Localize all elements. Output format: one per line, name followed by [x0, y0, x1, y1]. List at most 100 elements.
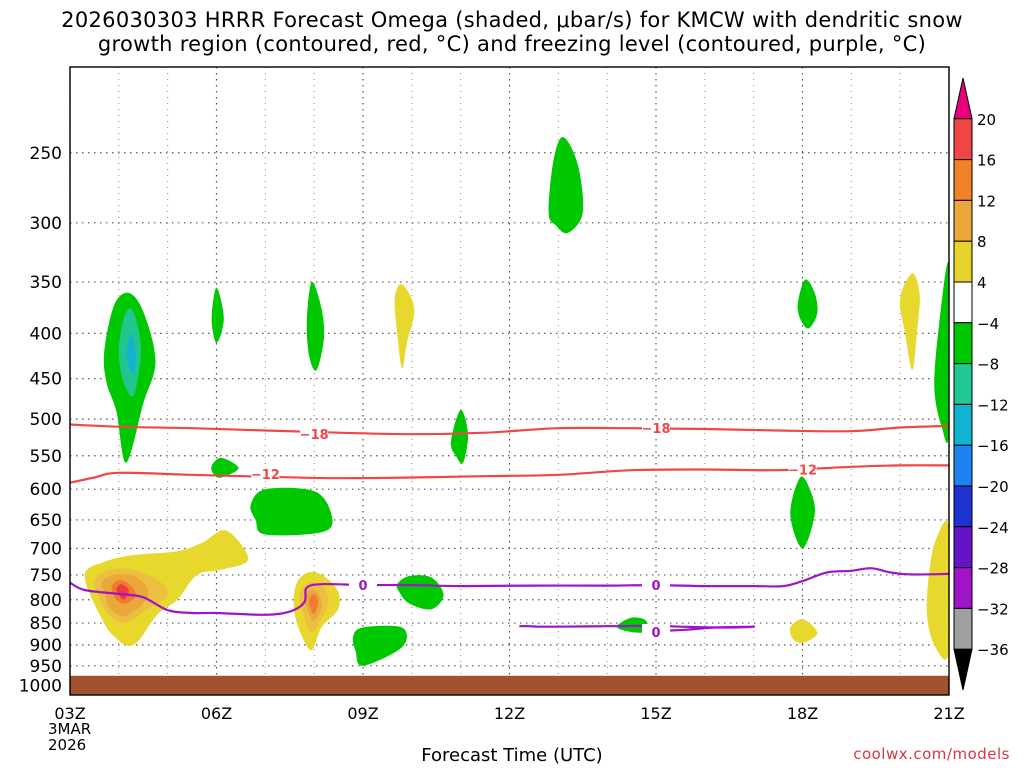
colorbar-label: 20 — [977, 111, 996, 129]
contour-label: −18 — [642, 422, 671, 437]
colorbar-label: 8 — [977, 233, 987, 251]
colorbar-label: −12 — [977, 396, 1009, 414]
contour-label-bg — [642, 577, 670, 593]
contour-label: −18 — [300, 428, 329, 443]
x-date-month: 3MAR — [48, 720, 92, 738]
ground-below-surface — [70, 675, 949, 695]
colorbar-box — [953, 118, 973, 161]
omega-region — [450, 409, 469, 464]
colorbar-box — [953, 77, 973, 120]
x-axis-labels: 03Z 06Z 09Z 12Z 15Z 18Z 21Z — [54, 704, 964, 723]
x-axis-title: Forecast Time (UTC) — [421, 745, 603, 766]
colorbar-label: 4 — [977, 274, 987, 292]
colorbar-label: −36 — [977, 641, 1009, 659]
y-axis-labels: 2503003504004505005506006507007508008509… — [19, 144, 62, 697]
colorbar-box — [953, 363, 973, 405]
contour-lines: −18 −18 −12 −12 0 0 0 — [70, 420, 949, 641]
colorbar-box — [953, 322, 973, 365]
colorbar-label: −28 — [977, 560, 1009, 578]
omega-region — [306, 281, 325, 371]
omega-region — [352, 625, 407, 666]
x-tick-label: 06Z — [201, 704, 232, 723]
contour-label-bg — [251, 466, 280, 482]
contour-label-bg — [349, 577, 377, 593]
plot-background — [70, 67, 949, 695]
y-tick-label: 500 — [30, 410, 62, 430]
contour-label: 0 — [651, 626, 660, 641]
y-tick-label: 950 — [30, 657, 62, 677]
contour-label: −12 — [251, 468, 280, 483]
x-tick-label: 15Z — [640, 704, 671, 723]
colorbar: 20 16 12 8 4 −4 −8 −12 −16 −20 −24 −28 −32 −36 — [953, 77, 1009, 691]
y-tick-label: 1000 — [19, 677, 62, 697]
omega-region — [211, 287, 224, 343]
y-tick-label: 600 — [30, 480, 62, 500]
colorbar-label: −24 — [977, 519, 1009, 537]
omega-region — [934, 261, 949, 444]
contour-line — [70, 567, 949, 616]
x-tick-label: 21Z — [933, 704, 964, 723]
x-tick-label: 12Z — [494, 704, 525, 723]
y-tick-label: 750 — [30, 566, 62, 586]
omega-region — [396, 575, 444, 610]
colorbar-box — [953, 199, 973, 242]
chart-title-line2: growth region (contoured, red, °C) and f… — [97, 32, 927, 56]
y-tick-label: 850 — [30, 614, 62, 634]
colorbar-box — [953, 281, 973, 324]
contour-label-bg — [300, 426, 329, 442]
colorbar-box — [953, 567, 973, 609]
omega-region — [789, 619, 818, 644]
contour-line — [70, 423, 949, 436]
colorbar-box — [953, 444, 973, 487]
plot-frame — [69, 66, 950, 696]
omega-region — [211, 457, 239, 478]
colorbar-label: −8 — [977, 356, 999, 374]
omega-region — [250, 487, 333, 536]
x-date-year: 2026 — [48, 736, 87, 754]
x-tick-label: 03Z — [54, 704, 85, 723]
colorbar-box — [953, 403, 973, 446]
omega-region — [126, 333, 136, 375]
y-tick-label: 400 — [30, 324, 62, 344]
colorbar-box — [953, 526, 973, 569]
contour-label-bg — [642, 623, 670, 639]
colorbar-label: 12 — [977, 192, 996, 210]
contour-label-bg — [788, 461, 817, 477]
colorbar-label: 16 — [977, 152, 996, 170]
y-tick-label: 650 — [30, 511, 62, 531]
x-tick-label: 18Z — [787, 704, 818, 723]
y-tick-label: 300 — [30, 214, 62, 234]
omega-region — [926, 521, 949, 660]
colorbar-label: −20 — [977, 478, 1009, 496]
omega-region — [394, 284, 415, 369]
y-tick-label: 250 — [30, 144, 62, 164]
omega-region — [309, 593, 319, 615]
y-tick-label: 700 — [30, 539, 62, 559]
chart-title-line1: 2026030303 HRRR Forecast Omega (shaded, … — [61, 8, 963, 32]
colorbar-box — [953, 485, 973, 528]
omega-region — [797, 279, 818, 329]
y-tick-label: 550 — [30, 447, 62, 467]
contour-label: −12 — [788, 463, 817, 478]
y-tick-label: 350 — [30, 273, 62, 293]
y-tick-label: 800 — [30, 591, 62, 611]
contour-label-bg — [642, 420, 670, 436]
source-watermark: coolwx.com/models — [853, 745, 1010, 763]
y-tick-label: 450 — [30, 370, 62, 390]
colorbar-box — [953, 159, 973, 201]
omega-region — [116, 584, 129, 600]
colorbar-label: −32 — [977, 600, 1009, 618]
contour-line — [70, 464, 949, 484]
contour-label: 0 — [651, 579, 660, 594]
colorbar-label: −16 — [977, 437, 1009, 455]
omega-region — [790, 476, 815, 549]
x-tick-label: 09Z — [347, 704, 378, 723]
omega-region — [548, 137, 584, 234]
omega-region — [899, 273, 920, 371]
y-tick-label: 900 — [30, 636, 62, 656]
colorbar-box — [953, 648, 973, 691]
contour-label: 0 — [358, 579, 367, 594]
colorbar-box — [953, 607, 973, 650]
colorbar-label: −4 — [977, 315, 999, 333]
